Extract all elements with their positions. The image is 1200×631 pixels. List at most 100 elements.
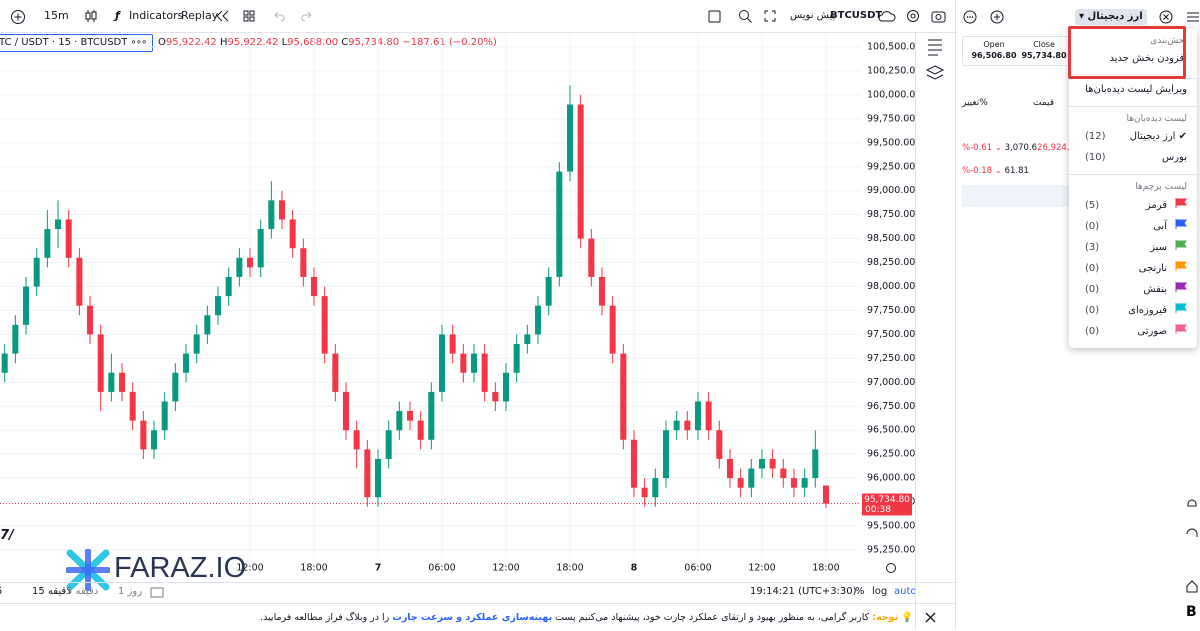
notice-close[interactable] xyxy=(925,612,936,623)
layout-icon[interactable] xyxy=(243,10,255,22)
candle-body xyxy=(790,478,797,488)
x-tick-label: 12:00 xyxy=(236,563,263,574)
change-header: تغییر% xyxy=(962,98,988,108)
notice-bar: 💡 توجه: کاربر گرامی، به منظور بهبود و ار… xyxy=(0,603,955,631)
panel-add-icon[interactable] xyxy=(990,10,1004,24)
tool-icons[interactable] xyxy=(925,38,945,88)
replay-button[interactable]: Replay xyxy=(181,9,219,22)
candle-body xyxy=(247,257,254,268)
symbol-name[interactable]: BTCUSDT xyxy=(830,10,883,21)
notice-link[interactable]: بهینه‌سازی عملکرد و سرعت چارت xyxy=(392,612,553,623)
candle-body xyxy=(716,430,723,459)
symbol-legend[interactable]: TC / USDT · 15 · BTCUSDT ∘∘∘ xyxy=(0,34,154,52)
tv-logo: 7/ xyxy=(0,528,14,543)
candle-body xyxy=(193,334,200,354)
watchlist-item[interactable]: ✔ ارز دیجیتال (12) xyxy=(1079,127,1187,147)
candle-body xyxy=(545,276,552,306)
snapshot-icon[interactable] xyxy=(931,9,946,23)
indicators-icon[interactable]: ƒ xyxy=(115,9,120,22)
y-tick-label: 98,750.00 xyxy=(867,209,915,220)
flag-item[interactable]: فیروزه‌ای (0) xyxy=(1079,301,1187,321)
date-range-icon[interactable] xyxy=(150,587,164,598)
last-price-label: 95,734.80 xyxy=(864,495,910,505)
flag-icon xyxy=(1175,282,1187,292)
interval-tab[interactable]: روز 1 xyxy=(118,586,143,597)
candle-body xyxy=(332,353,339,392)
panel-more-icon[interactable] xyxy=(963,10,977,24)
candle-body xyxy=(769,458,776,469)
candle-body xyxy=(108,372,115,392)
auto-toggle[interactable]: auto xyxy=(894,586,917,597)
candle-body xyxy=(684,420,691,431)
watchlist-count: (10) xyxy=(1085,152,1106,163)
interval-tab[interactable]: دقیقه 15 xyxy=(32,586,71,597)
percent-toggle[interactable]: % xyxy=(855,586,865,597)
flag-item[interactable]: صورتی (0) xyxy=(1079,322,1187,342)
legend-more[interactable]: ∘∘∘ xyxy=(130,37,148,48)
watchlist-dropdown[interactable]: ارز دیجیتال ▾ xyxy=(1075,9,1147,25)
interval-button[interactable]: 15m xyxy=(44,9,69,22)
candle-body xyxy=(279,200,286,220)
panel-close-icon[interactable] xyxy=(1159,10,1173,24)
high-value: 95,922.42 xyxy=(227,37,279,48)
candle-body xyxy=(502,372,509,402)
watchlist-name: بورس xyxy=(1162,152,1187,163)
chart: 95,250.0095,500.0095,750.0096,000.0096,2… xyxy=(0,32,915,574)
y-tick-label: 99,500.00 xyxy=(867,137,915,148)
log-toggle[interactable]: log xyxy=(872,586,888,597)
candle-body xyxy=(812,449,819,479)
l-label: L xyxy=(281,37,288,48)
candle-body xyxy=(566,104,573,172)
candle-body xyxy=(620,353,627,440)
candle-body xyxy=(183,353,190,373)
candle-body xyxy=(748,468,755,488)
y-tick-label: 95,250.00 xyxy=(867,544,915,555)
zoom-icon[interactable] xyxy=(738,9,752,23)
menu-icon[interactable] xyxy=(1186,12,1200,22)
settings-button[interactable] xyxy=(886,563,896,573)
right-strip-icons[interactable]: B xyxy=(1184,490,1200,620)
y-tick-label: 100,500.00 xyxy=(867,42,915,53)
interval-tab[interactable]: 5 xyxy=(0,583,2,601)
add-symbol-icon[interactable] xyxy=(10,9,26,25)
flag-item[interactable]: قرمز (5) xyxy=(1079,196,1187,216)
menu-flags-title: لیست پرچم‌ها xyxy=(1135,182,1187,192)
open-value: 96,506.80 xyxy=(971,51,1017,60)
expand-icon[interactable] xyxy=(764,10,776,22)
undo-redo-icons[interactable] xyxy=(273,10,313,22)
candle-body xyxy=(140,420,147,450)
flag-item[interactable]: سبز (3) xyxy=(1079,238,1187,258)
settings-icon[interactable] xyxy=(906,9,920,23)
flag-item[interactable]: آبی (0) xyxy=(1079,217,1187,237)
x-tick-label: 12:00 xyxy=(748,563,775,574)
y-tick-label: 96,500.00 xyxy=(867,425,915,436)
price-header: قیمت xyxy=(1033,98,1055,108)
flag-item[interactable]: بنفش (0) xyxy=(1079,280,1187,300)
flag-shape xyxy=(1175,219,1187,229)
notice-text: 💡 توجه: کاربر گرامی، به منظور بهبود و ار… xyxy=(260,612,913,623)
menu-add-section[interactable]: افزودن بخش جدید xyxy=(1109,53,1187,64)
candle-body xyxy=(236,257,243,277)
x-tick-label: 06:00 xyxy=(428,563,455,574)
watch-row[interactable]: %-0.18 ⌄ 61.81 xyxy=(962,166,1029,176)
flag-item[interactable]: نارنجی (0) xyxy=(1079,259,1187,279)
flag-shape xyxy=(1175,240,1187,250)
watch-row[interactable]: %-0.61 ⌄ 3,070.626,924,179 xyxy=(962,143,1082,153)
candle-body xyxy=(609,305,616,354)
candle-type-icon[interactable] xyxy=(84,9,98,23)
flag-count: (3) xyxy=(1085,242,1100,253)
flag-shape xyxy=(1175,324,1187,334)
y-tick-label: 99,250.00 xyxy=(867,161,915,172)
interval-tab[interactable]: دقیقه 5 xyxy=(66,586,99,597)
close-value: 95,734.80 xyxy=(1021,51,1067,60)
flag-name: بنفش xyxy=(1143,284,1167,295)
candle-body xyxy=(705,401,712,431)
fullscreen-box-icon[interactable] xyxy=(708,10,721,23)
watchlist-item[interactable]: بورس (10) xyxy=(1079,148,1187,168)
low-value: 95,688.00 xyxy=(287,37,339,48)
indicators-button[interactable]: Indicators xyxy=(129,9,184,22)
candle-body xyxy=(151,430,158,450)
menu-edit-lists[interactable]: ویرایش لیست دیده‌بان‌ها xyxy=(1085,84,1187,95)
